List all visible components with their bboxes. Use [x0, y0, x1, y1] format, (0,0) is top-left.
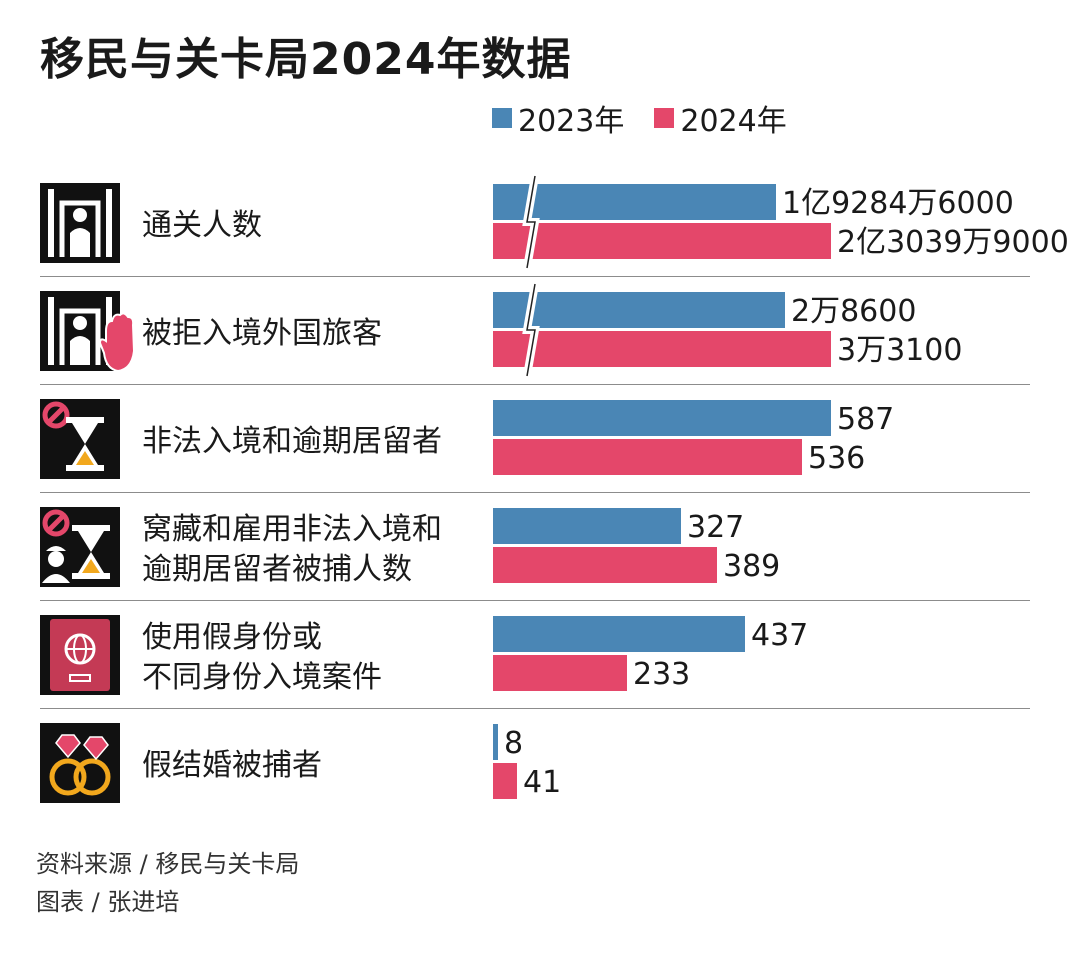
chart-title: 移民与关卡局2024年数据	[40, 34, 572, 85]
value-label: 3万3100	[837, 333, 962, 368]
prohibited-worker-hourglass-icon	[40, 507, 120, 587]
bar-2024	[493, 547, 717, 583]
gate-person-icon	[40, 183, 120, 263]
credit-note: 图表 / 张进培	[36, 888, 180, 916]
bar-2024	[493, 223, 831, 259]
gate-stop-hand-icon	[40, 291, 136, 373]
category-label: 窝藏和雇用非法入境和 逾期居留者被捕人数	[142, 512, 442, 587]
bar-2023	[493, 400, 831, 436]
value-label: 41	[523, 765, 561, 800]
category-label: 通关人数	[142, 208, 262, 243]
category-row: 窝藏和雇用非法入境和 逾期居留者被捕人数	[40, 496, 1030, 604]
legend-label-2024: 2024年	[680, 104, 787, 139]
passport-icon	[40, 615, 120, 695]
bar-2023	[493, 724, 498, 760]
category-row: 使用假身份或 不同身份入境案件	[40, 604, 1030, 712]
row-divider	[40, 600, 1030, 601]
value-label: 389	[723, 549, 780, 584]
row-divider	[40, 492, 1030, 493]
row-divider	[40, 276, 1030, 277]
axis-break-mark	[526, 283, 536, 377]
category-row: 通关人数	[40, 172, 1030, 280]
source-note: 资料来源 / 移民与关卡局	[36, 850, 300, 878]
category-label: 被拒入境外国旅客	[142, 316, 382, 351]
bar-2024	[493, 655, 627, 691]
bar-2024	[493, 763, 517, 799]
category-row: 非法入境和逾期居留者	[40, 388, 1030, 496]
row-divider	[40, 708, 1030, 709]
bar-2023	[493, 616, 745, 652]
category-label: 假结婚被捕者	[142, 748, 322, 783]
prohibited-hourglass-icon	[40, 399, 120, 479]
axis-break-mark	[526, 175, 536, 269]
bar-2024	[493, 439, 802, 475]
legend-item-2023: 2023年	[492, 96, 624, 140]
value-label: 2亿3039万9000	[837, 225, 1069, 260]
legend: 2023年 2024年	[492, 96, 787, 140]
legend-swatch-2023	[492, 108, 512, 128]
value-label: 1亿9284万6000	[782, 186, 1014, 221]
category-row: 被拒入境外国旅客	[40, 280, 1030, 388]
category-label: 非法入境和逾期居留者	[142, 424, 442, 459]
legend-label-2023: 2023年	[518, 104, 625, 139]
row-divider	[40, 384, 1030, 385]
bar-2024	[493, 331, 831, 367]
legend-item-2024: 2024年	[654, 96, 787, 140]
bar-2023	[493, 184, 776, 220]
value-label: 2万8600	[791, 294, 916, 329]
bar-2023	[493, 292, 785, 328]
value-label: 437	[751, 618, 808, 653]
value-label: 536	[808, 441, 865, 476]
wedding-rings-icon	[40, 723, 120, 803]
bar-2023	[493, 508, 681, 544]
value-label: 8	[504, 726, 523, 761]
value-label: 327	[687, 510, 744, 545]
category-row: 假结婚被捕者	[40, 712, 1030, 820]
value-label: 587	[837, 402, 894, 437]
value-label: 233	[633, 657, 690, 692]
legend-swatch-2024	[654, 108, 675, 128]
category-label: 使用假身份或 不同身份入境案件	[142, 620, 382, 695]
